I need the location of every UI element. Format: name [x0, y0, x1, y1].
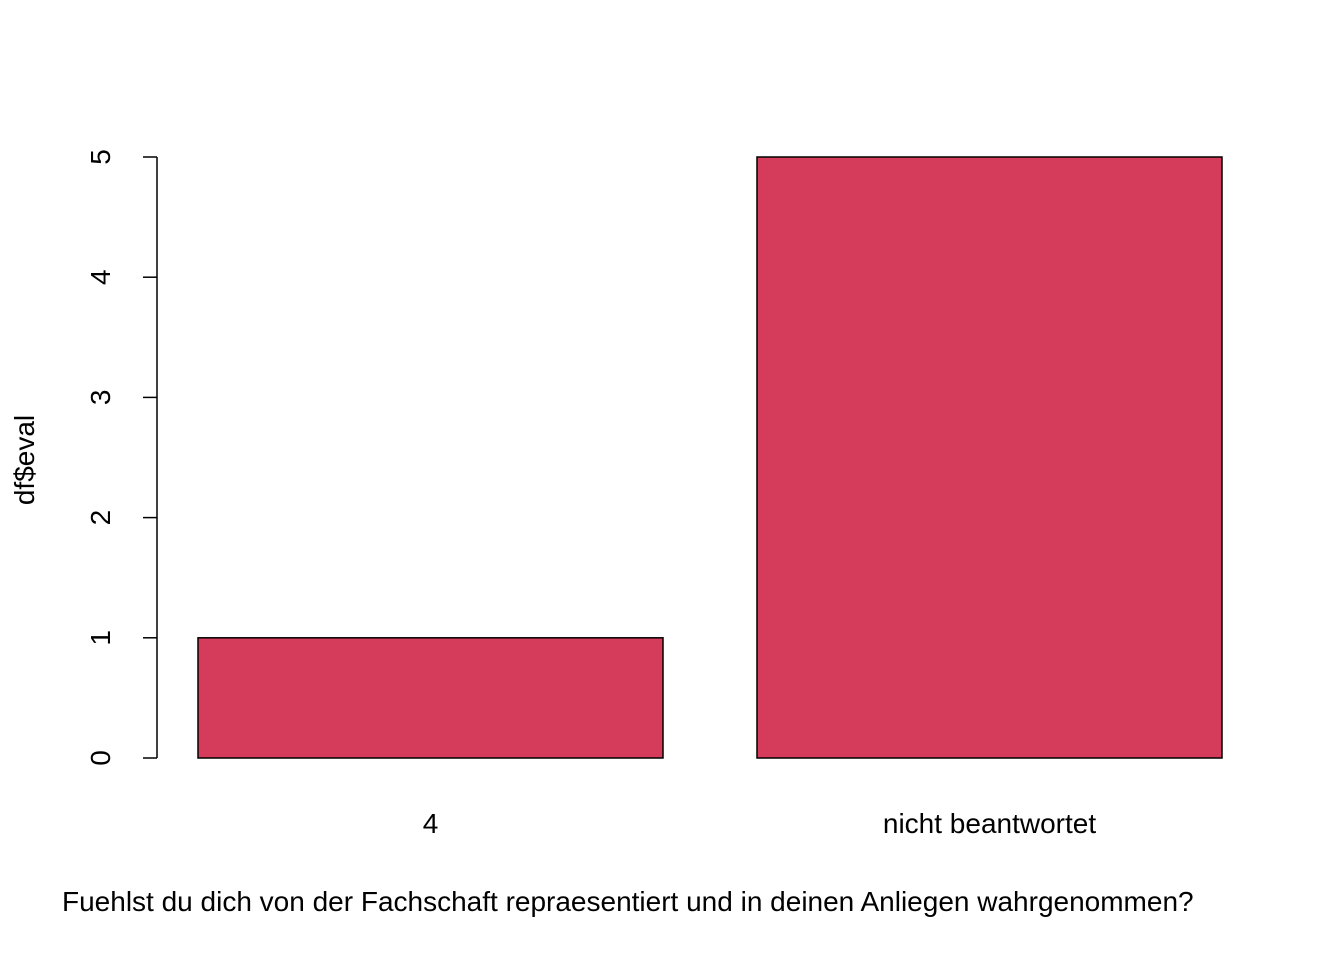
y-tick-label: 1 [85, 630, 116, 646]
y-tick-label: 4 [85, 269, 116, 285]
y-tick-label: 0 [85, 750, 116, 766]
x-tick-label: nicht beantwortet [883, 808, 1096, 839]
y-tick-label: 5 [85, 149, 116, 165]
x-axis-labels: 4 nicht beantwortet [423, 808, 1097, 839]
y-tick-label: 3 [85, 390, 116, 406]
x-tick-label: 4 [423, 808, 439, 839]
bar-0 [197, 637, 664, 759]
y-axis-label: df$eval [9, 415, 40, 505]
x-axis-label: Fuehlst du dich von der Fachschaft repra… [62, 886, 1194, 917]
y-tick-label: 2 [85, 510, 116, 526]
bars-group [197, 156, 1223, 759]
bar-1 [756, 156, 1223, 759]
y-axis: 0 1 2 3 4 5 [85, 149, 158, 766]
